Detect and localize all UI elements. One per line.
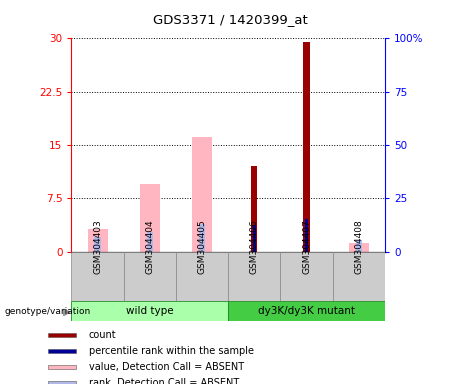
Bar [333,252,385,301]
Text: GSM304408: GSM304408 [355,219,363,274]
Text: GSM304403: GSM304403 [93,219,102,274]
Text: GSM304407: GSM304407 [302,219,311,274]
Bar [280,252,333,301]
Bar [349,243,369,252]
Bar [48,366,76,369]
Polygon shape [64,309,70,316]
Text: GDS3371 / 1420399_at: GDS3371 / 1420399_at [153,13,308,26]
Bar [356,240,362,252]
Bar [124,252,176,301]
Text: GSM304405: GSM304405 [198,219,207,274]
Bar [192,137,212,252]
Bar [176,252,228,301]
Bar [48,349,76,353]
Bar [71,301,228,321]
Text: count: count [89,330,117,340]
Bar [251,166,257,252]
Text: wild type: wild type [126,306,174,316]
Text: percentile rank within the sample: percentile rank within the sample [89,346,254,356]
Text: rank, Detection Call = ABSENT: rank, Detection Call = ABSENT [89,378,239,384]
Bar [48,333,76,337]
Bar [228,252,280,301]
Bar [228,301,385,321]
Text: genotype/variation: genotype/variation [5,307,91,316]
Bar [305,219,308,252]
Bar [88,229,107,252]
Bar [147,232,153,252]
Bar [71,252,124,301]
Text: GSM304404: GSM304404 [145,219,154,274]
Text: dy3K/dy3K mutant: dy3K/dy3K mutant [258,306,355,316]
Bar [140,184,160,252]
Bar [95,237,100,252]
Bar [48,381,76,384]
Bar [253,225,256,252]
Bar [303,42,310,252]
Text: GSM304406: GSM304406 [250,219,259,274]
Bar [199,224,205,252]
Text: value, Detection Call = ABSENT: value, Detection Call = ABSENT [89,362,244,372]
